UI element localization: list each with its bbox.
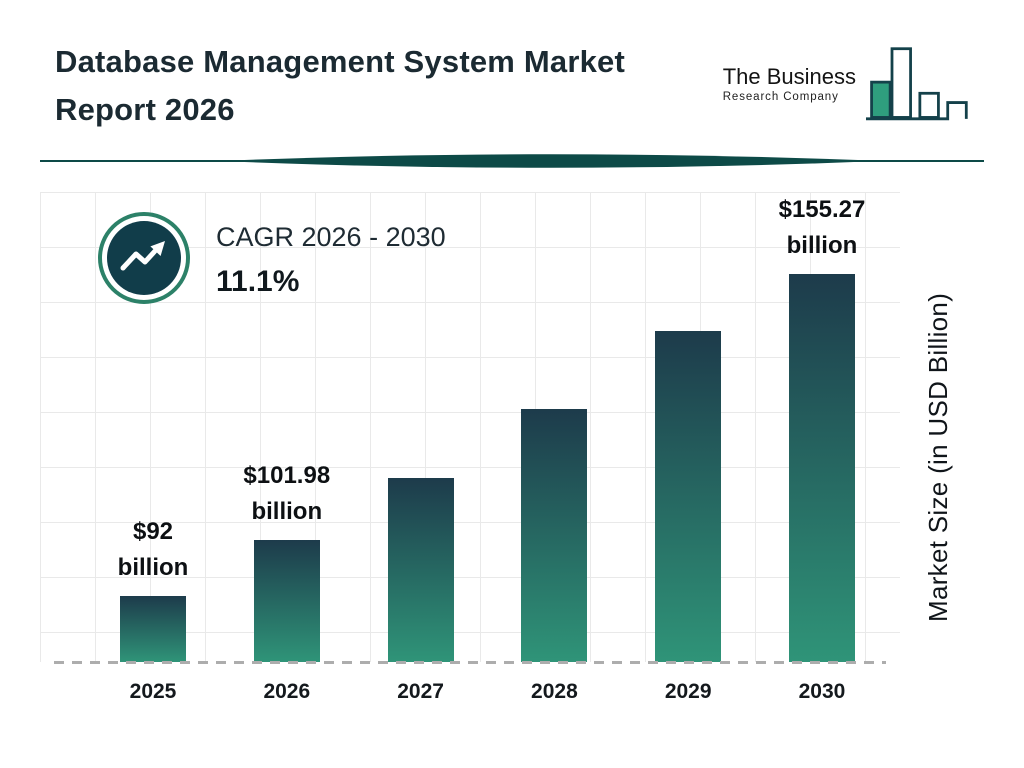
y-axis-title: Market Size (in USD Billion)	[923, 292, 953, 622]
company-logo-text: The Business Research Company	[722, 63, 856, 104]
cagr-text: CAGR 2026 - 2030 11.1%	[216, 222, 446, 299]
bar-group: $101.98 billion	[224, 192, 350, 662]
bar-chart-logo-icon	[866, 47, 968, 121]
cagr-badge: CAGR 2026 - 2030 11.1%	[96, 210, 446, 306]
page-title-line2: Report 2026	[55, 92, 235, 128]
trending-up-icon	[98, 212, 190, 304]
company-name: The Business	[722, 63, 856, 89]
bar-2025	[120, 596, 186, 662]
x-axis-label-2027: 2027	[397, 680, 444, 703]
bar-value-label: $155.27 billion	[778, 196, 866, 259]
chart-plot-area: $92 billion $101.98 billion $155.27 billion	[40, 192, 900, 664]
x-axis-label-2029: 2029	[664, 680, 712, 703]
divider-ornament	[40, 154, 984, 168]
x-axis-label-2025: 2025	[129, 680, 177, 703]
bar-group	[358, 192, 484, 662]
bar-2029	[655, 331, 722, 662]
x-axis-row: 2025 2026 2027 2028 2029 2030	[90, 680, 885, 704]
company-subname: Research Company	[722, 90, 839, 103]
bar-2026	[253, 540, 320, 662]
cagr-value: 11.1%	[216, 265, 300, 298]
bar-group: $92 billion	[90, 192, 216, 662]
page-title-line1: Database Management System Market	[55, 44, 625, 79]
bar-group	[491, 192, 617, 662]
bar-group: $155.27 billion	[759, 192, 885, 662]
bars-row: $92 billion $101.98 billion $155.27 billion	[90, 192, 885, 662]
company-logo: The Business Research Company	[723, 44, 970, 124]
bar-value-label: $92 billion	[117, 518, 189, 581]
bar-2030	[788, 274, 855, 662]
bar-value-label: $101.98 billion	[243, 462, 331, 525]
x-axis-label-2028: 2028	[531, 680, 578, 703]
x-axis-label-2026: 2026	[263, 680, 311, 703]
x-axis-baseline	[54, 661, 886, 664]
x-axis-label-2030: 2030	[798, 680, 846, 703]
bar-2027	[387, 478, 454, 662]
page-title: Database Management System Market Report…	[55, 38, 755, 134]
bar-group	[625, 192, 751, 662]
bar-2028	[521, 409, 588, 662]
cagr-label: CAGR 2026 - 2030	[216, 222, 446, 252]
